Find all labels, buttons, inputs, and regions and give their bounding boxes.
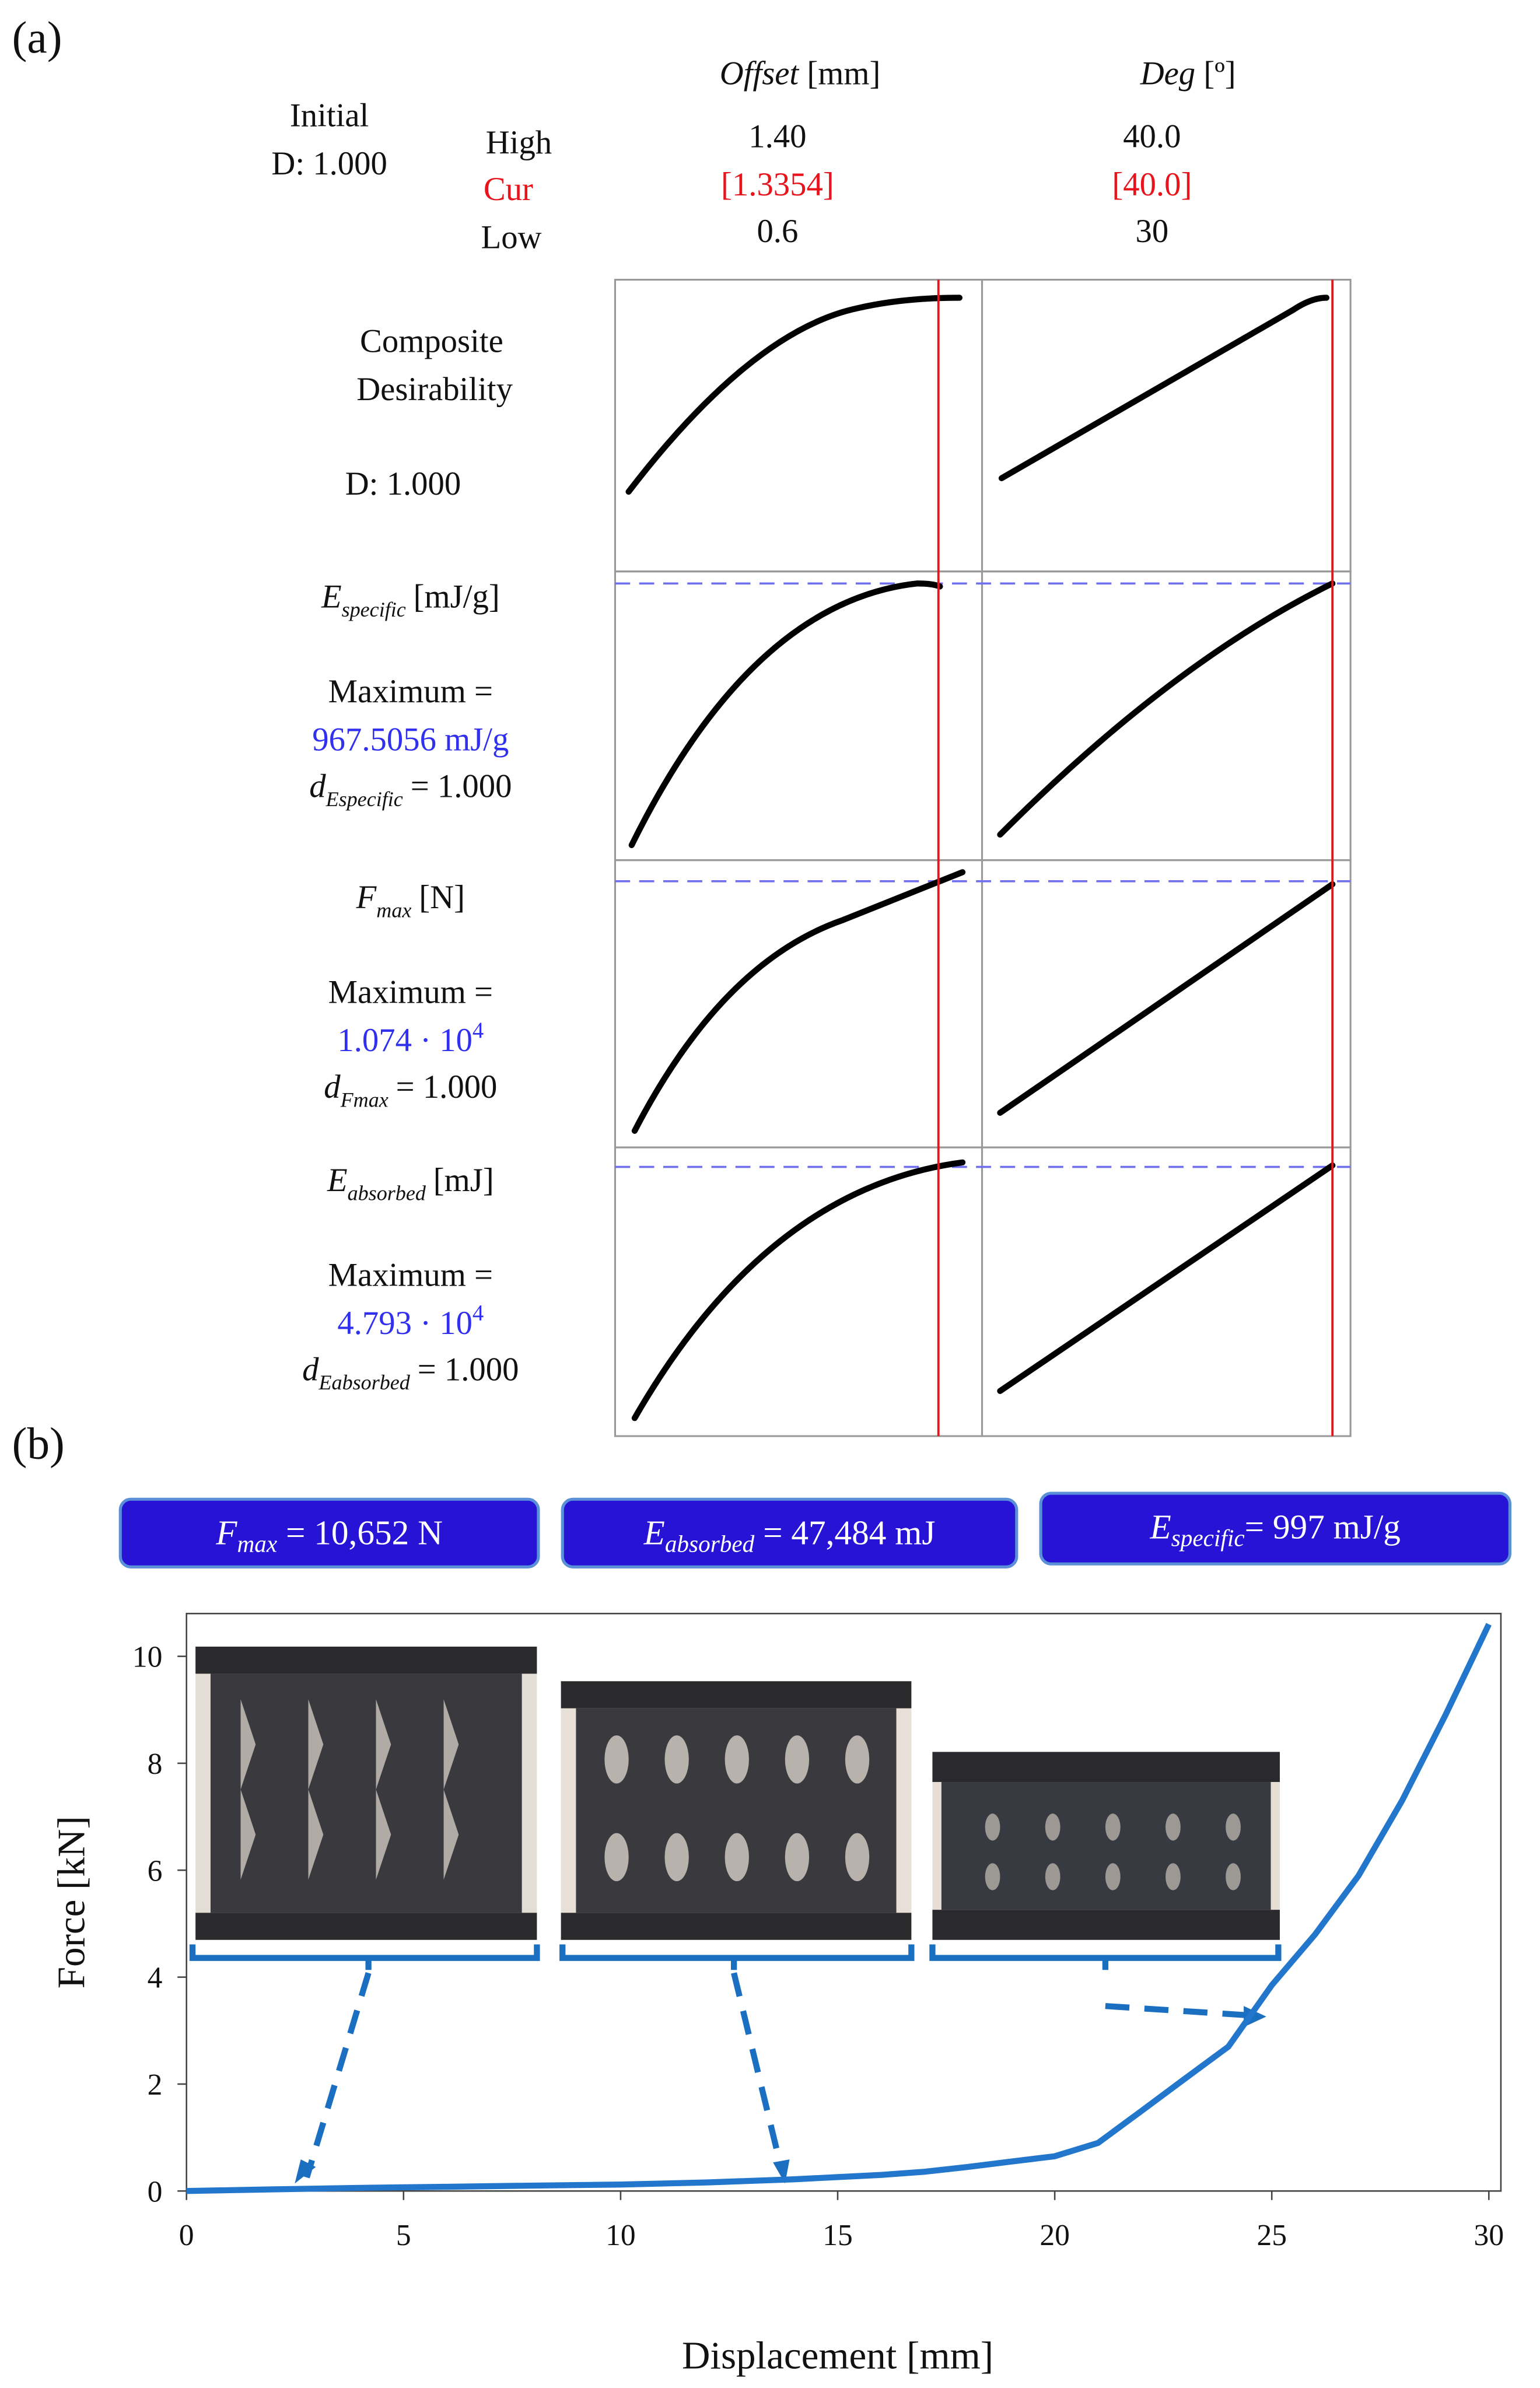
y-tick-label: 0 <box>148 2175 163 2208</box>
target: 4.793 · 104 <box>337 1301 484 1342</box>
x-tick-label: 20 <box>1040 2219 1070 2252</box>
low-value: 0.6 <box>757 213 798 250</box>
d-value: dEabsorbed = 1.000 <box>302 1351 519 1394</box>
response-name: Especific [mJ/g] <box>321 579 500 621</box>
subscript: max <box>376 899 411 922</box>
goal: Maximum = <box>328 673 493 710</box>
symbol: E <box>327 1162 348 1199</box>
line-series <box>186 1623 1492 2194</box>
low-label: Low <box>481 219 542 255</box>
composite-d: D: 1.000 <box>345 465 461 502</box>
value: = 1.000 <box>396 1069 498 1105</box>
subscript: Fmax <box>340 1088 388 1111</box>
subscript: absorbed <box>665 1531 755 1557</box>
optimizer-grid <box>614 278 1352 1437</box>
unit: [mJ] <box>433 1162 494 1199</box>
subscript: Especific <box>326 787 403 811</box>
value: = 10,652 N <box>277 1514 443 1552</box>
subscript: absorbed <box>348 1181 426 1204</box>
factor-name: Deg <box>1140 55 1195 92</box>
cur-value: [40.0] <box>1112 166 1192 203</box>
high-value: 40.0 <box>1123 118 1181 155</box>
goal: Maximum = <box>328 974 493 1011</box>
initial-title: Initial <box>290 97 369 134</box>
target-value: 4.793 · 10 <box>337 1305 473 1342</box>
x-axis-label: Displacement [mm] <box>682 2334 993 2377</box>
result-boxes: Fmax = 10,652 N Eabsorbed = 47,484 mJ Espe… <box>118 1491 1511 1568</box>
result-text: Fmax = 10,652 N <box>215 1514 443 1557</box>
x-tick-label: 0 <box>179 2219 194 2252</box>
y-tick-label: 10 <box>132 1641 163 1674</box>
composite-label: Composite <box>360 323 503 359</box>
subscript: max <box>237 1531 278 1557</box>
composite-label: Desirability <box>356 371 513 408</box>
subscript: specific <box>342 598 406 621</box>
y-tick-label: 2 <box>148 2068 163 2102</box>
panel-label: (a) <box>12 12 62 62</box>
x-tick-label: 15 <box>822 2219 853 2252</box>
result-box <box>118 1497 540 1568</box>
symbol: F <box>356 879 377 916</box>
y-axis-label: Force [kN] <box>50 1816 93 1988</box>
factor-name: Offset <box>720 55 800 92</box>
target-exponent: 4 <box>473 1018 484 1043</box>
low-value: 30 <box>1135 213 1168 250</box>
result-box <box>561 1497 1019 1568</box>
x-tick-label: 25 <box>1256 2219 1287 2252</box>
symbol: d <box>302 1351 319 1388</box>
y-tick-label: 8 <box>148 1748 163 1781</box>
d-value: dFmax = 1.000 <box>324 1069 497 1111</box>
panel-label: (b) <box>12 1419 65 1469</box>
value: = 1.000 <box>411 768 512 804</box>
photos <box>189 1647 1282 2184</box>
symbol: E <box>1150 1507 1171 1546</box>
target: 1.074 · 104 <box>337 1018 484 1059</box>
response-labels: Especific [mJ/g]Maximum =967.5056 mJ/gdEs… <box>302 579 519 1395</box>
cur-label: Cur <box>484 171 533 208</box>
symbol: d <box>309 768 326 804</box>
initial-d: D: 1.000 <box>271 145 387 182</box>
value: = 47,484 mJ <box>754 1514 935 1552</box>
target: 967.5056 mJ/g <box>312 721 509 758</box>
result-text: Eabsorbed = 47,484 mJ <box>643 1514 936 1557</box>
subscript: Eabsorbed <box>318 1371 411 1394</box>
target-value: 1.074 · 10 <box>337 1022 473 1059</box>
unit: [mJ/g] <box>414 579 500 615</box>
symbol: E <box>643 1514 665 1552</box>
x-tick-label: 10 <box>606 2219 636 2252</box>
goal: Maximum = <box>328 1256 493 1293</box>
result-text: Especific= 997 mJ/g <box>1150 1507 1401 1551</box>
target-exponent: 4 <box>473 1301 484 1326</box>
symbol: E <box>321 579 342 615</box>
factor-unit: [mm] <box>807 55 880 92</box>
column-header: Deg [º] <box>1140 55 1236 92</box>
value: = 1.000 <box>418 1351 519 1388</box>
response-name: Fmax [N] <box>356 879 465 922</box>
high-label: High <box>486 124 552 161</box>
cur-value: [1.3354] <box>721 166 834 203</box>
target-value: 967.5056 mJ/g <box>312 721 509 758</box>
column-header: Offset [mm] <box>720 55 881 92</box>
factor-unit: [º] <box>1203 55 1236 92</box>
force-chart: 0 5 10 15 20 25 30 0 2 4 6 8 10 Displacement [mm] Forc… <box>50 1612 1504 2377</box>
high-value: 1.40 <box>748 118 806 155</box>
response-name: Eabsorbed [mJ] <box>327 1162 494 1204</box>
unit: [N] <box>419 879 465 916</box>
value: = 997 mJ/g <box>1245 1507 1401 1546</box>
symbol: F <box>215 1514 237 1552</box>
subscript: specific <box>1171 1524 1245 1551</box>
x-tick-label: 30 <box>1474 2219 1504 2252</box>
x-tick-label: 5 <box>396 2219 411 2252</box>
plot-frame <box>186 1612 1502 2192</box>
symbol: d <box>324 1069 341 1105</box>
d-value: dEspecific = 1.000 <box>309 768 512 810</box>
y-tick-label: 4 <box>148 1962 163 1995</box>
y-tick-label: 6 <box>148 1854 163 1888</box>
result-box <box>1039 1491 1511 1566</box>
